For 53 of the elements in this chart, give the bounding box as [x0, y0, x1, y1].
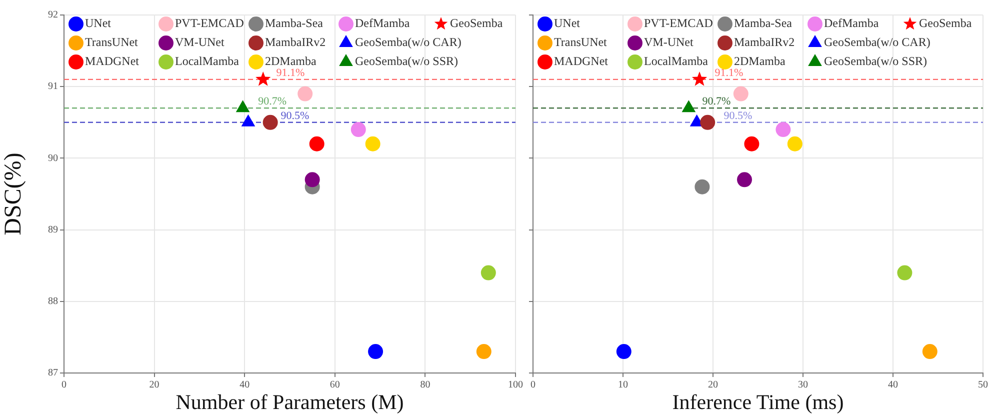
annotation: 90.7% [258, 95, 287, 108]
legend-label: VM-UNet [175, 35, 225, 50]
legend-label: TransUNet [554, 35, 608, 50]
legend-label: MambaIRv2 [734, 35, 795, 50]
x-tick-label: 0 [62, 380, 66, 391]
x-axis-title: Inference Time (ms) [672, 390, 844, 414]
annotation: 90.5% [280, 110, 310, 122]
x-axis-title: Number of Parameters (M) [176, 390, 404, 414]
legend-label: PVT-EMCAD [644, 16, 714, 30]
y-axis-title: DSC(%) [0, 152, 27, 236]
y-tick-label: 90 [48, 152, 58, 164]
legend-label: Mamba-Sea [265, 16, 324, 30]
legend-label: Mamba-Sea [734, 16, 793, 30]
legend-label: 2DMamba [734, 54, 786, 68]
y-tick-label: 87 [48, 368, 58, 379]
legend-label: 2DMamba [265, 54, 317, 68]
legend-label: GeoSemba(w/o SSR) [824, 54, 927, 68]
legend-label: DefMamba [824, 16, 880, 30]
legend-label: MADGNet [85, 54, 140, 68]
x-tick-label: 80 [420, 380, 430, 391]
annotation: 91.1% [714, 66, 744, 79]
x-tick-label: 40 [240, 380, 250, 391]
legend-label: LocalMamba [175, 54, 240, 68]
legend-label: VM-UNet [644, 35, 694, 50]
x-tick-label: 20 [708, 380, 718, 391]
x-tick-label: 40 [888, 380, 898, 391]
legend-label: UNet [554, 16, 581, 30]
legend-label: GeoSemba(w/o CAR) [824, 35, 930, 50]
annotation: 90.7% [702, 95, 731, 108]
x-tick-label: 10 [618, 380, 628, 391]
legend-label: GeoSemba [450, 16, 504, 30]
legend-label: LocalMamba [644, 54, 709, 68]
x-tick-label: 20 [149, 380, 160, 391]
legend-label: GeoSemba(w/o CAR) [355, 35, 462, 50]
y-tick-label: 92 [48, 10, 58, 21]
legend-label: GeoSemba(w/o SSR) [355, 54, 458, 68]
annotation: 91.1% [276, 66, 305, 79]
x-tick-label: 0 [530, 380, 536, 391]
y-tick-label: 89 [48, 224, 58, 236]
x-tick-label: 60 [330, 380, 340, 391]
legend-label: PVT-EMCAD [175, 16, 244, 30]
legend-label: UNet [85, 16, 112, 30]
x-tick-label: 30 [798, 380, 808, 391]
x-tick-label: 100 [508, 380, 523, 391]
legend-label: GeoSemba [919, 16, 972, 30]
x-tick-label: 50 [978, 380, 988, 391]
legend-label: MambaIRv2 [265, 35, 326, 50]
legend-label: DefMamba [355, 16, 410, 30]
annotation: 90.5% [724, 110, 752, 122]
y-tick-label: 91 [48, 81, 58, 92]
legend-label: TransUNet [85, 35, 139, 50]
y-tick-label: 88 [48, 296, 58, 308]
legend-label: MADGNet [554, 54, 609, 68]
